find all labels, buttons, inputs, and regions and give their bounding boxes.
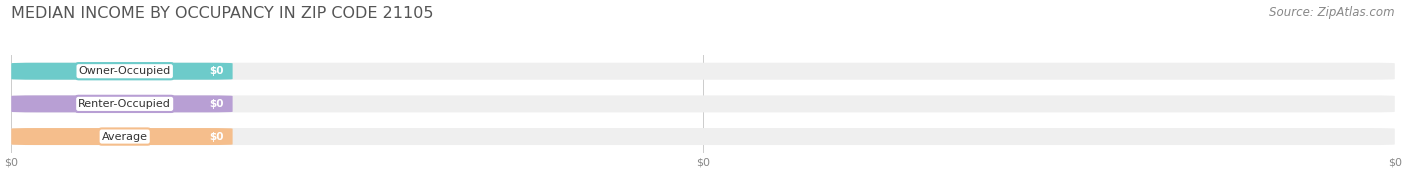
Text: Source: ZipAtlas.com: Source: ZipAtlas.com (1270, 6, 1395, 19)
FancyBboxPatch shape (11, 63, 1395, 80)
FancyBboxPatch shape (11, 95, 232, 112)
FancyBboxPatch shape (11, 95, 1395, 112)
Text: MEDIAN INCOME BY OCCUPANCY IN ZIP CODE 21105: MEDIAN INCOME BY OCCUPANCY IN ZIP CODE 2… (11, 6, 433, 21)
FancyBboxPatch shape (11, 128, 1395, 145)
Text: $0: $0 (208, 99, 224, 109)
FancyBboxPatch shape (11, 63, 232, 80)
FancyBboxPatch shape (11, 128, 232, 145)
Text: Average: Average (101, 132, 148, 142)
Text: Renter-Occupied: Renter-Occupied (79, 99, 172, 109)
Text: $0: $0 (208, 66, 224, 76)
Text: $0: $0 (208, 132, 224, 142)
Text: Owner-Occupied: Owner-Occupied (79, 66, 170, 76)
